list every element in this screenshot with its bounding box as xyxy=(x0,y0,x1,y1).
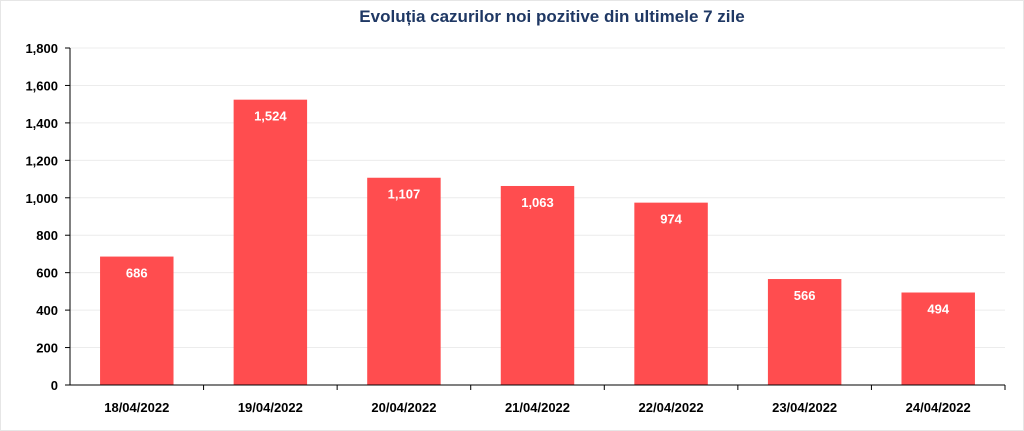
y-tick-label: 800 xyxy=(36,228,58,243)
y-tick-label: 400 xyxy=(36,303,58,318)
bar xyxy=(767,279,842,385)
y-tick-label: 200 xyxy=(36,341,58,356)
data-label: 1,063 xyxy=(521,195,554,210)
data-label: 974 xyxy=(660,212,682,227)
bar xyxy=(367,177,441,385)
data-label: 566 xyxy=(794,288,816,303)
bar xyxy=(100,256,174,385)
y-tick-label: 0 xyxy=(51,378,58,393)
y-tick-label: 1,600 xyxy=(25,78,58,93)
x-tick-label: 20/04/2022 xyxy=(371,400,436,415)
data-label: 1,107 xyxy=(388,187,421,202)
x-tick-label: 19/04/2022 xyxy=(238,400,303,415)
data-label: 494 xyxy=(927,302,949,317)
bars xyxy=(100,99,975,385)
bar xyxy=(500,185,575,385)
y-tick-label: 1,200 xyxy=(25,153,58,168)
x-tick-label: 18/04/2022 xyxy=(104,400,169,415)
y-tick-label: 1,800 xyxy=(25,41,58,56)
bar xyxy=(233,99,308,385)
bar xyxy=(634,202,708,385)
axes xyxy=(65,47,1006,390)
data-label: 1,524 xyxy=(254,109,287,124)
labels: 0 200 400 600 800 1,000 1,200 1,400 1,600 1,800 18… xyxy=(25,41,970,415)
chart-title: Evoluția cazurilor noi pozitive din ulti… xyxy=(359,7,745,26)
x-tick-label: 21/04/2022 xyxy=(505,400,570,415)
x-tick-label: 24/04/2022 xyxy=(906,400,971,415)
data-label: 686 xyxy=(126,266,148,281)
x-tick-label: 23/04/2022 xyxy=(772,400,837,415)
y-tick-label: 600 xyxy=(36,266,58,281)
bar xyxy=(901,292,975,385)
y-tick-label: 1,000 xyxy=(25,191,58,206)
y-tick-label: 1,400 xyxy=(25,116,58,131)
x-tick-label: 22/04/2022 xyxy=(639,400,704,415)
